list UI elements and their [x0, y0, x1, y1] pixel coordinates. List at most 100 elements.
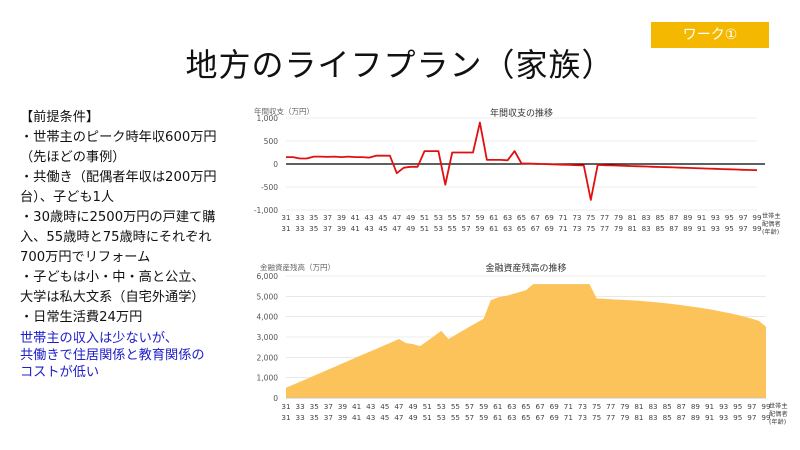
chart1-x-tick-spouse: 67 — [531, 224, 540, 233]
chart1-x-tick: 31 — [281, 213, 290, 222]
chart2-x-tick-spouse: 79 — [620, 413, 630, 422]
chart1-x-tick-spouse: 61 — [489, 224, 498, 233]
chart1-x-tick-spouse: 63 — [503, 224, 512, 233]
chart2-series-area — [286, 284, 766, 398]
chart1-x-tick: 71 — [558, 213, 567, 222]
chart1-x-tick-spouse: 77 — [600, 224, 609, 233]
chart2-x-tick-spouse: 67 — [536, 413, 545, 422]
chart1-x-tick-spouse: 95 — [725, 224, 734, 233]
chart2-x-tick-spouse: 51 — [423, 413, 432, 422]
condition-line: ・日常生活費24万円 — [20, 310, 143, 325]
chart2-x-tick: 43 — [366, 402, 375, 411]
chart2-x-tick-spouse: 57 — [465, 413, 474, 422]
condition-line: 台）、子ども1人 — [20, 190, 115, 205]
chart2-x-tick: 91 — [705, 402, 714, 411]
chart2-x-tick-spouse: 45 — [380, 413, 389, 422]
chart2-x-tick: 85 — [663, 402, 672, 411]
chart2-x-tick-spouse: 43 — [366, 413, 375, 422]
chart2-x-tick: 63 — [507, 402, 516, 411]
chart1-x-tick: 45 — [378, 213, 387, 222]
chart1-x-tick: 97 — [739, 213, 748, 222]
chart2-x-tick-spouse: 99 — [761, 413, 771, 422]
chart2-y-tick: 4,000 — [257, 313, 279, 322]
chart2-x-tick-spouse: 87 — [677, 413, 686, 422]
chart2-x-tick-spouse: 69 — [550, 413, 560, 422]
chart2-y-tick: 1,000 — [257, 374, 279, 383]
chart1-x-tick-spouse: 65 — [517, 224, 526, 233]
chart1-x-tick-spouse: 87 — [669, 224, 678, 233]
chart2-x-tick: 51 — [423, 402, 432, 411]
condition-line: 入、55歳時と75歳時にそれぞれ — [20, 230, 212, 245]
condition-line: ・世帯主のピーク時年収600万円 — [20, 130, 217, 145]
chart2-x-tick: 31 — [281, 402, 290, 411]
chart1-x-tick: 57 — [462, 213, 471, 222]
chart1-x-tick-spouse: 41 — [351, 224, 360, 233]
condition-line: ・子どもは小・中・高と公立、 — [20, 270, 205, 285]
chart2-x-tick-spouse: 77 — [606, 413, 615, 422]
chart1-x-tick-spouse: 35 — [309, 224, 318, 233]
chart2-x-tick-spouse: 47 — [394, 413, 403, 422]
chart1-x-tick-spouse: 83 — [642, 224, 651, 233]
chart1-x-side-label: 配偶者 — [762, 220, 781, 228]
chart2-x-tick-spouse: 73 — [578, 413, 587, 422]
condition-line: （先ほどの事例） — [20, 150, 126, 165]
work-badge: ワーク① — [651, 22, 769, 48]
chart2-x-tick: 55 — [451, 402, 460, 411]
chart1-x-tick: 33 — [295, 213, 304, 222]
chart1-x-tick-spouse: 75 — [586, 224, 595, 233]
chart2-x-tick: 61 — [493, 402, 502, 411]
chart2-x-tick-spouse: 95 — [733, 413, 742, 422]
chart1-x-tick-spouse: 57 — [462, 224, 471, 233]
chart1-series-line — [286, 121, 758, 201]
chart1-y-tick: 0 — [273, 160, 278, 169]
chart1-x-tick: 41 — [351, 213, 360, 222]
chart1-x-tick-spouse: 81 — [628, 224, 637, 233]
chart1-x-tick: 89 — [683, 213, 693, 222]
chart2-title: 金融資産残高の推移 — [485, 262, 566, 274]
chart2-x-tick: 93 — [719, 402, 728, 411]
chart2-x-tick-spouse: 71 — [564, 413, 573, 422]
chart1-x-tick: 77 — [600, 213, 609, 222]
chart2-x-tick-spouse: 83 — [648, 413, 657, 422]
chart2-x-tick-spouse: 89 — [691, 413, 701, 422]
chart1-y-tick: -500 — [261, 183, 278, 192]
chart1-x-tick-spouse: 39 — [337, 224, 347, 233]
chart2-x-tick-spouse: 41 — [352, 413, 361, 422]
chart2-y-tick: 0 — [273, 394, 278, 403]
chart1-x-tick: 49 — [406, 213, 416, 222]
chart2-x-tick: 89 — [691, 402, 701, 411]
chart2-x-tick-spouse: 53 — [437, 413, 446, 422]
chart2-x-side-label: 配偶者 — [769, 410, 788, 418]
chart1-x-tick: 55 — [448, 213, 457, 222]
chart1-x-tick: 43 — [365, 213, 374, 222]
chart1-x-tick-spouse: 69 — [545, 224, 555, 233]
conditions-heading: 【前提条件】 — [20, 110, 100, 125]
chart2-y-tick: 5,000 — [257, 292, 279, 301]
chart1-x-tick-spouse: 53 — [434, 224, 443, 233]
chart1-x-tick-spouse: 99 — [752, 224, 762, 233]
chart2-x-tick-spouse: 93 — [719, 413, 728, 422]
chart1-x-side-label: (年齢) — [762, 228, 779, 236]
chart2-y-tick: 6,000 — [257, 272, 279, 281]
chart1-x-tick-spouse: 85 — [655, 224, 664, 233]
chart2-x-tick: 49 — [408, 402, 418, 411]
chart1-x-tick: 85 — [655, 213, 664, 222]
page-title: 地方のライフプラン（家族） — [185, 46, 615, 84]
chart1-x-tick-spouse: 73 — [572, 224, 581, 233]
chart1-x-tick: 73 — [572, 213, 581, 222]
chart1-x-tick-spouse: 43 — [365, 224, 374, 233]
chart2-x-tick: 59 — [479, 402, 489, 411]
summary-note-line: コストが低い — [20, 365, 100, 380]
chart1-x-tick: 39 — [337, 213, 347, 222]
chart2-x-tick-spouse: 55 — [451, 413, 460, 422]
chart2-x-tick-spouse: 31 — [281, 413, 290, 422]
chart2-x-tick: 33 — [296, 402, 305, 411]
chart2-x-tick: 83 — [648, 402, 657, 411]
chart1-x-tick: 83 — [642, 213, 651, 222]
chart1-x-tick-spouse: 31 — [281, 224, 290, 233]
chart1-x-tick-spouse: 49 — [406, 224, 416, 233]
chart1-y-tick: 500 — [264, 137, 279, 146]
chart2-x-tick: 95 — [733, 402, 742, 411]
chart1-x-tick-spouse: 51 — [420, 224, 429, 233]
chart2-y-tick: 2,000 — [257, 353, 279, 362]
